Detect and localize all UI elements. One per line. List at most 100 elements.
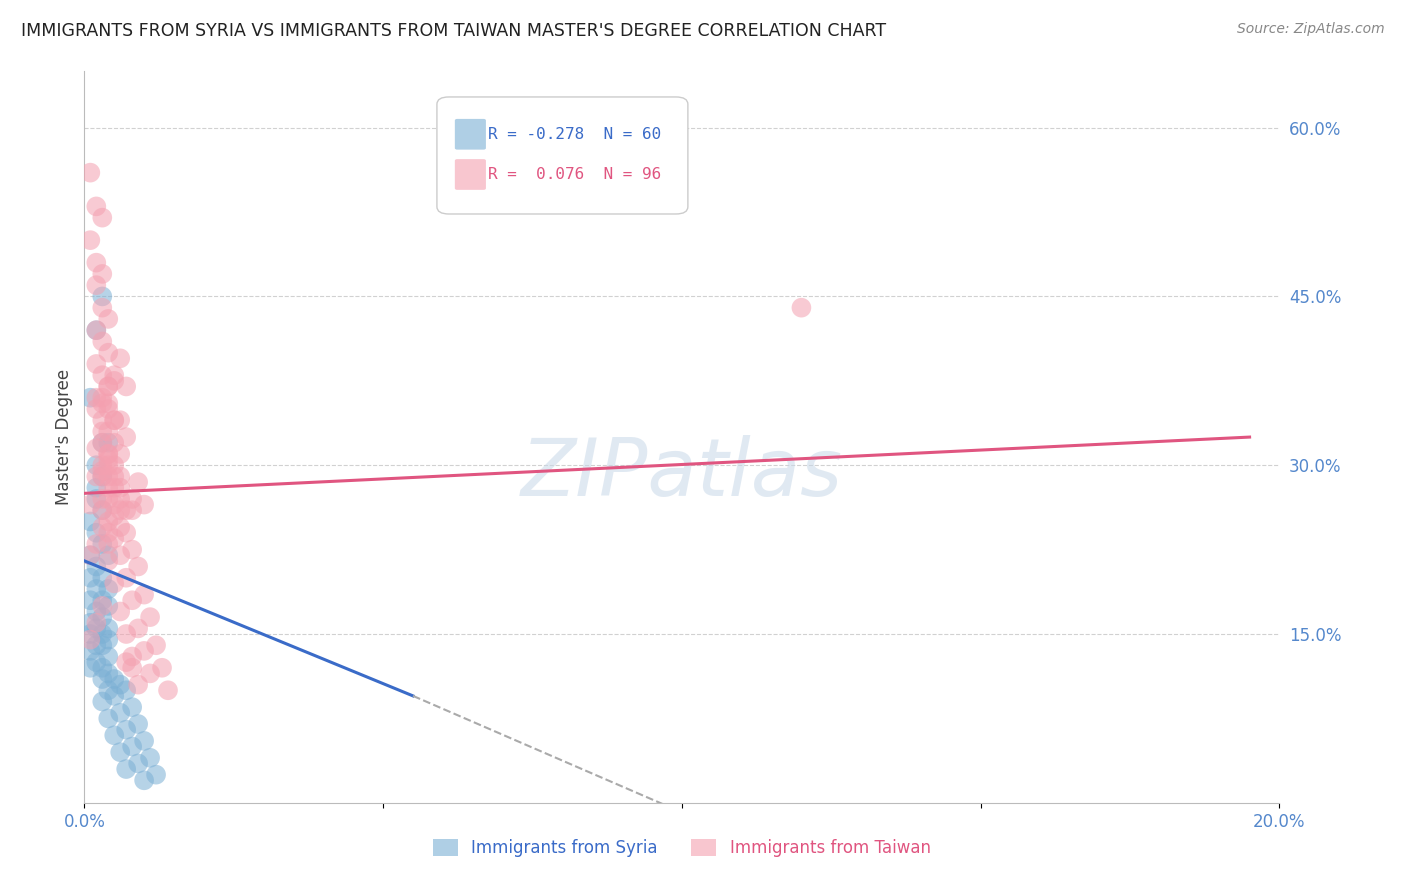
Point [79,498,101,512]
Point [97,481,120,495]
Point [103,413,125,427]
Point [121,503,143,517]
Point [790,301,813,315]
Point [132,498,156,512]
Point [132,773,156,788]
Point [121,700,143,714]
Point [91,593,114,607]
Point [79,166,101,180]
Point [97,666,120,681]
Point [115,627,138,641]
Point [86,491,108,506]
Y-axis label: Master's Degree: Master's Degree [55,369,73,505]
Text: R =  0.076  N = 96: R = 0.076 N = 96 [488,167,662,182]
Point [79,515,101,529]
Point [97,537,120,551]
Point [91,672,114,686]
FancyBboxPatch shape [456,159,486,190]
Point [115,762,138,776]
Point [79,571,101,585]
Point [110,503,132,517]
Point [91,464,114,478]
Point [86,621,108,635]
Point [86,401,108,416]
Point [79,593,101,607]
Point [97,599,120,613]
Point [91,267,114,281]
Point [145,638,167,652]
Point [110,520,132,534]
Point [86,255,108,269]
Point [91,469,114,483]
Point [91,413,114,427]
Point [91,571,114,585]
Point [97,458,120,473]
Legend: Immigrants from Syria, Immigrants from Taiwan: Immigrants from Syria, Immigrants from T… [426,832,938,864]
Point [91,610,114,624]
Point [127,717,149,731]
Point [103,458,125,473]
Point [115,571,138,585]
Point [91,368,114,383]
Point [115,683,138,698]
Point [110,605,132,619]
Point [103,368,125,383]
Point [121,649,143,664]
Point [145,767,167,781]
Point [121,542,143,557]
Point [127,756,149,771]
Point [97,491,120,506]
Point [91,396,114,410]
Point [115,723,138,737]
Point [127,559,149,574]
Point [97,435,120,450]
Point [121,491,143,506]
Point [132,588,156,602]
Point [91,627,114,641]
Point [79,627,101,641]
Point [97,683,120,698]
Point [86,323,108,337]
Point [127,475,149,489]
Point [86,655,108,669]
Point [79,661,101,675]
Point [103,469,125,483]
Point [86,278,108,293]
Point [103,481,125,495]
Point [115,525,138,540]
Point [115,430,138,444]
Point [139,666,162,681]
Point [86,391,108,405]
Text: R = -0.278  N = 60: R = -0.278 N = 60 [488,127,662,142]
Point [86,323,108,337]
Point [86,357,108,371]
Point [97,548,120,562]
Point [91,458,114,473]
Point [86,537,108,551]
Point [115,655,138,669]
Point [97,379,120,393]
Point [91,694,114,708]
Point [97,345,120,359]
Point [86,638,108,652]
Point [79,548,101,562]
Point [97,379,120,393]
FancyBboxPatch shape [456,119,486,150]
Point [79,391,101,405]
Point [115,503,138,517]
Point [97,621,120,635]
Point [97,425,120,439]
Point [103,576,125,591]
Point [86,582,108,596]
Point [79,548,101,562]
Point [97,649,120,664]
Text: IMMIGRANTS FROM SYRIA VS IMMIGRANTS FROM TAIWAN MASTER'S DEGREE CORRELATION CHAR: IMMIGRANTS FROM SYRIA VS IMMIGRANTS FROM… [21,22,886,40]
Point [110,678,132,692]
Point [110,548,132,562]
FancyBboxPatch shape [437,97,688,214]
Point [103,728,125,742]
Point [91,537,114,551]
Point [86,605,108,619]
Point [110,469,132,483]
Point [110,706,132,720]
